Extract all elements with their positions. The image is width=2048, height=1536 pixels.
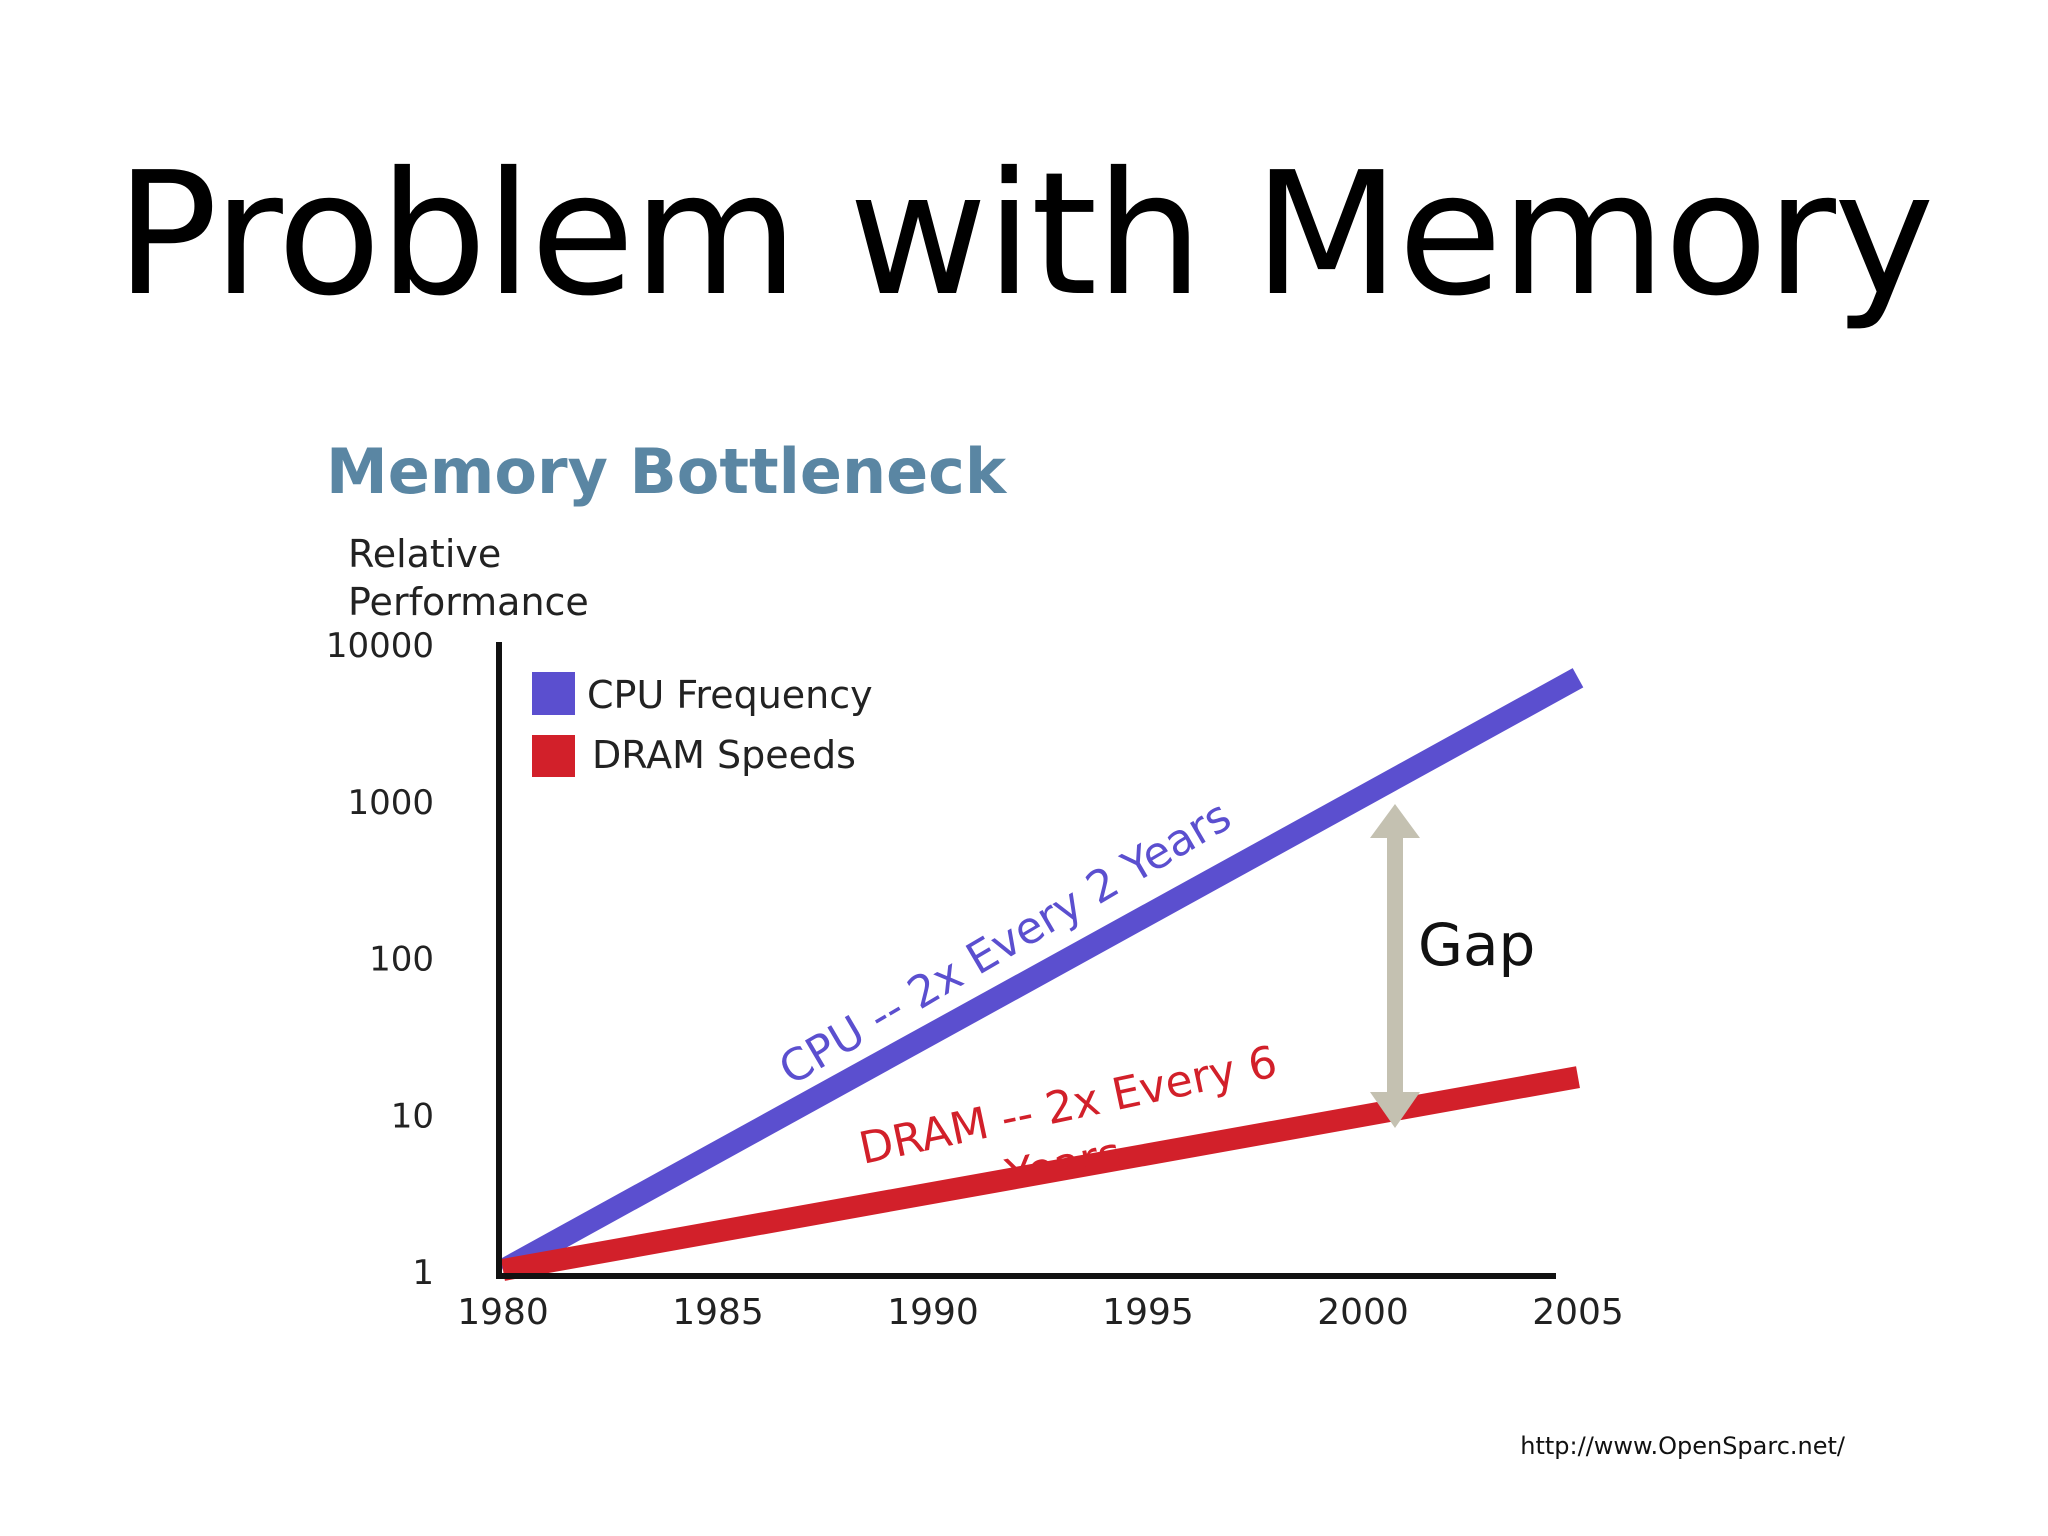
- y-tick-label: 100: [369, 940, 434, 980]
- y-axis-label-line2: Performance: [348, 580, 589, 624]
- legend: CPU Frequency DRAM Speeds: [532, 672, 873, 777]
- x-tick-label: 1995: [1102, 1292, 1194, 1333]
- gap-label: Gap: [1418, 911, 1535, 979]
- legend-label-cpu: CPU Frequency: [587, 673, 873, 717]
- x-tick-label: 1980: [457, 1292, 549, 1333]
- y-tick-label: 10: [391, 1096, 434, 1136]
- gap-arrow: [1370, 804, 1420, 1128]
- y-tick-label: 10000: [326, 626, 434, 666]
- y-tick-label: 1: [412, 1253, 434, 1293]
- x-tick-label: 2000: [1317, 1292, 1409, 1333]
- x-tick-label: 2005: [1532, 1292, 1624, 1333]
- chart-title: Memory Bottleneck: [326, 435, 1008, 508]
- legend-label-dram: DRAM Speeds: [592, 733, 856, 777]
- legend-swatch-dram: [532, 735, 575, 777]
- legend-swatch-cpu: [532, 672, 575, 715]
- y-axis-ticks: 1 10 100 1000 10000: [326, 626, 434, 1293]
- y-axis-label-line1: Relative: [348, 532, 501, 576]
- cpu-annotation: CPU -- 2x Every 2 Years: [771, 791, 1240, 1096]
- x-tick-label: 1985: [672, 1292, 764, 1333]
- series-line-cpu: [497, 668, 1584, 1280]
- x-tick-label: 1990: [887, 1292, 979, 1333]
- x-axis-ticks: 1980 1985 1990 1995 2000 2005: [457, 1292, 1624, 1333]
- source-url: http://www.OpenSparc.net/: [1520, 1432, 1845, 1460]
- slide-title: Problem with Memory: [115, 136, 1934, 334]
- y-tick-label: 1000: [347, 783, 434, 823]
